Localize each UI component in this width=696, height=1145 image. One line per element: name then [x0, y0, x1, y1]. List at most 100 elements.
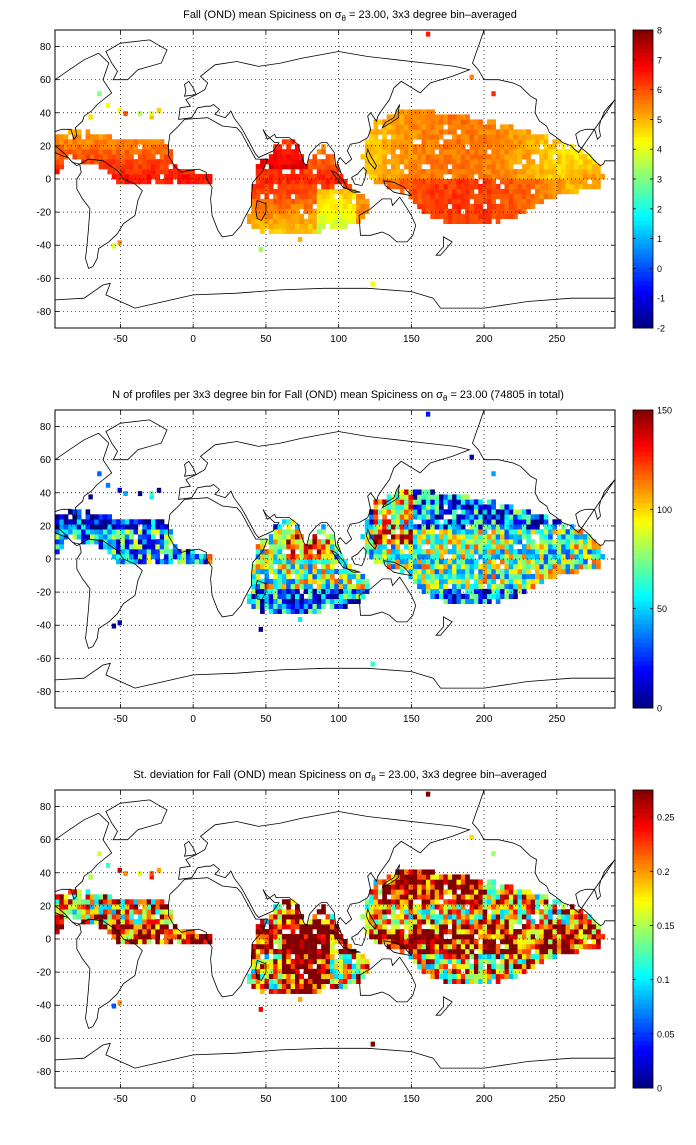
data-cell — [312, 208, 318, 215]
data-cell — [478, 929, 483, 935]
data-cell — [513, 904, 518, 910]
colorbar-swatch — [633, 827, 653, 833]
data-cell — [308, 549, 313, 555]
data-cell — [548, 953, 553, 960]
data-cell — [286, 188, 291, 195]
data-cell — [487, 154, 492, 160]
data-cell — [316, 203, 322, 210]
data-cell — [72, 144, 78, 150]
data-cell — [364, 929, 370, 935]
data-cell — [343, 179, 348, 185]
data-cell — [478, 213, 483, 220]
data-cell — [164, 914, 169, 920]
data-cell — [299, 164, 305, 170]
data-cell — [460, 578, 466, 585]
data-cell — [447, 953, 453, 960]
data-cell — [343, 559, 348, 565]
data-cell — [88, 494, 93, 500]
data-cell — [382, 544, 387, 550]
colorbar-tick-label: 0.25 — [657, 813, 675, 823]
data-cell — [303, 228, 309, 234]
data-cell — [434, 188, 440, 195]
data-cell — [133, 544, 139, 550]
data-cell — [395, 549, 401, 555]
data-cell — [408, 924, 414, 930]
data-cell — [535, 909, 540, 915]
data-cell — [491, 973, 497, 980]
data-cell — [539, 174, 545, 180]
data-cell — [89, 139, 95, 145]
data-cell — [473, 899, 479, 905]
data-cell — [377, 139, 383, 145]
data-cell — [308, 588, 313, 595]
data-cell — [343, 193, 348, 200]
data-cell — [386, 874, 392, 880]
data-cell — [596, 929, 601, 935]
data-cell — [469, 454, 474, 460]
data-cell — [277, 948, 283, 955]
data-cell — [155, 549, 161, 555]
data-cell — [465, 149, 470, 155]
data-cell — [277, 164, 283, 170]
data-cell — [89, 134, 95, 140]
data-cell — [124, 179, 130, 185]
data-cell — [421, 144, 427, 150]
data-cell — [491, 159, 497, 165]
data-cell — [391, 534, 396, 540]
data-cell — [574, 188, 579, 195]
data-cell — [299, 228, 305, 234]
data-cell — [277, 159, 283, 165]
data-cell — [63, 514, 69, 520]
data-cell — [316, 968, 322, 975]
data-cell — [391, 144, 396, 150]
data-cell — [552, 573, 558, 580]
data-cell — [447, 519, 453, 525]
data-cell — [299, 948, 305, 955]
data-cell — [164, 534, 169, 540]
data-cell — [434, 154, 440, 160]
data-cell — [146, 904, 152, 910]
data-cell — [382, 124, 387, 130]
data-cell — [351, 968, 357, 975]
data-cell — [491, 509, 497, 515]
data-cell — [377, 149, 383, 155]
data-cell — [412, 183, 418, 190]
data-cell — [255, 968, 261, 975]
data-cell — [395, 934, 401, 940]
data-cell — [399, 909, 405, 915]
data-cell — [574, 563, 579, 570]
colorbar-swatch — [633, 892, 653, 898]
colorbar-swatch — [633, 549, 653, 555]
data-cell — [155, 149, 161, 155]
data-cell — [321, 909, 326, 915]
data-cell — [495, 208, 501, 215]
data-cell — [487, 534, 492, 540]
data-cell — [190, 559, 195, 565]
data-cell — [116, 159, 121, 165]
data-cell — [321, 958, 326, 965]
data-cell — [478, 208, 483, 215]
data-cell — [495, 934, 501, 940]
data-cell — [391, 939, 396, 945]
data-cell — [548, 193, 553, 200]
data-cell — [569, 149, 575, 155]
data-cell — [487, 588, 492, 595]
data-cell — [255, 193, 261, 200]
data-cell — [286, 164, 291, 170]
data-cell — [137, 164, 143, 170]
data-cell — [312, 544, 318, 550]
data-cell — [535, 904, 540, 910]
data-cell — [399, 169, 405, 175]
colorbar-swatch — [633, 489, 653, 495]
data-cell — [124, 914, 130, 920]
data-cell — [382, 549, 387, 555]
data-cell — [290, 603, 296, 609]
data-cell — [425, 129, 431, 135]
data-cell — [434, 899, 440, 905]
data-cell — [103, 909, 108, 915]
data-cell — [347, 583, 353, 590]
data-cell — [308, 164, 313, 170]
data-cell — [421, 879, 427, 885]
colorbar-swatch — [633, 71, 653, 78]
data-cell — [552, 164, 558, 170]
